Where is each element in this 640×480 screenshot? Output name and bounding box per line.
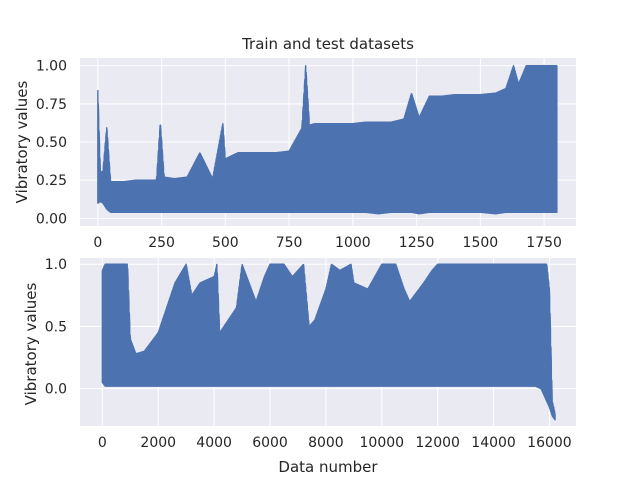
x-tick-label: 12000 <box>415 435 460 451</box>
tick-labels: 0 250 500 750 1000 1250 1500 1750 0.00 0.25 0.50 0.… <box>36 59 562 251</box>
train-dataset-plot: 0 250 500 750 1000 1250 1500 1750 0.00 0.25 0.50 0.… <box>13 35 576 251</box>
x-tick-label: 1500 <box>463 235 499 251</box>
y-tick-label: 1.00 <box>36 59 67 75</box>
y-tick-label: 0.75 <box>36 97 67 113</box>
x-tick-label: 10000 <box>360 435 405 451</box>
x-tick-label: 250 <box>148 235 175 251</box>
x-tick-label: 750 <box>276 235 303 251</box>
y-axis-label: Vibratory values <box>22 282 40 405</box>
x-tick-label: 500 <box>212 235 239 251</box>
x-tick-label: 1000 <box>335 235 371 251</box>
x-axis-label: Data number <box>278 458 378 476</box>
y-tick-label: 0.50 <box>36 135 67 151</box>
tick-labels: 0 2000 4000 6000 8000 10000 12000 14000 16000 0.0… <box>45 257 572 451</box>
series-path <box>101 263 556 421</box>
x-tick-label: 2000 <box>140 435 176 451</box>
x-tick-label: 8000 <box>308 435 344 451</box>
y-axis-label: Vibratory values <box>13 80 31 203</box>
x-tick-label: 0 <box>98 435 107 451</box>
chart-title: Train and test datasets <box>241 35 414 53</box>
x-tick-label: 16000 <box>527 435 572 451</box>
series-line <box>97 64 558 215</box>
test-dataset-plot: 0 2000 4000 6000 8000 10000 12000 14000 16000 0.0… <box>22 257 576 476</box>
x-tick-label: 1250 <box>399 235 435 251</box>
x-tick-label: 4000 <box>196 435 232 451</box>
x-tick-label: 6000 <box>252 435 288 451</box>
series-line <box>101 263 556 421</box>
y-tick-label: 0.25 <box>36 173 67 189</box>
series-path <box>97 64 558 215</box>
y-tick-label: 0.0 <box>45 382 67 398</box>
y-tick-label: 0.5 <box>45 319 67 335</box>
x-tick-label: 1750 <box>526 235 562 251</box>
y-tick-label: 0.00 <box>36 211 67 227</box>
x-tick-label: 0 <box>93 235 102 251</box>
y-tick-label: 1.0 <box>45 257 67 273</box>
x-tick-label: 14000 <box>471 435 516 451</box>
